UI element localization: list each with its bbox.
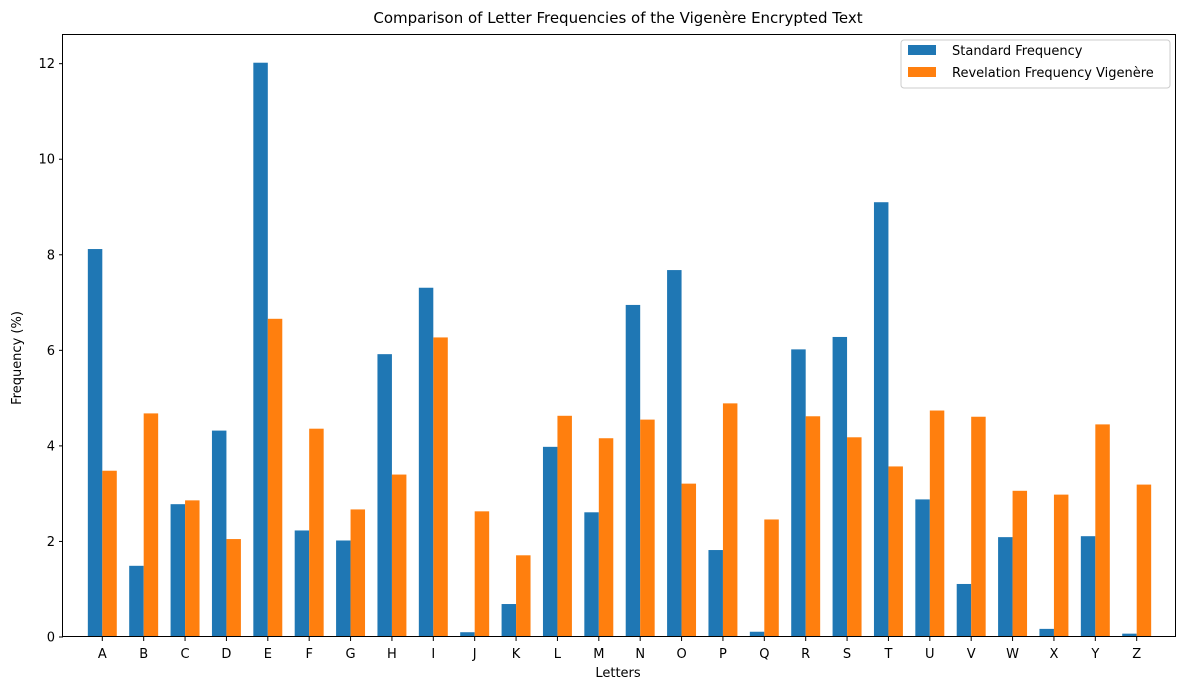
bar-revelation-k: [516, 555, 531, 637]
x-axis-label: Letters: [595, 666, 641, 681]
bar-revelation-d: [226, 539, 241, 637]
x-tick-label: E: [264, 647, 272, 662]
bar-standard-v: [956, 583, 972, 637]
bar-standard-m: [584, 512, 599, 637]
bar-standard-a: [87, 249, 103, 638]
bar-revelation-o: [681, 483, 697, 637]
bar-revelation-b: [143, 413, 159, 637]
x-tick-label: J: [472, 647, 477, 662]
bar-standard-i: [418, 287, 434, 637]
bar-standard-g: [336, 540, 351, 637]
bar-standard-d: [211, 430, 227, 637]
bar-revelation-m: [598, 438, 614, 637]
bar-revelation-p: [722, 403, 738, 637]
bar-revelation-q: [764, 519, 779, 637]
bar-standard-y: [1080, 536, 1096, 637]
legend-swatch: [908, 45, 936, 55]
x-tick-label: D: [221, 647, 231, 662]
y-tick-label: 10: [38, 153, 55, 168]
bar-standard-o: [667, 270, 682, 637]
bar-standard-t: [873, 202, 889, 637]
bar-standard-l: [542, 446, 558, 637]
bar-standard-w: [998, 537, 1013, 637]
bar-revelation-g: [350, 509, 366, 637]
bar-standard-q: [749, 631, 765, 637]
bar-standard-p: [708, 550, 723, 637]
bar-standard-x: [1039, 628, 1054, 637]
x-tick-label: H: [387, 647, 397, 662]
bar-revelation-i: [433, 337, 448, 637]
x-tick-label: G: [346, 647, 356, 662]
bar-revelation-r: [805, 416, 821, 637]
x-ticks-group: A B C D E F G H I J K L M N O P Q R S T U V W X Y Z: [98, 637, 1141, 662]
bar-standard-z: [1122, 633, 1137, 637]
x-tick-label: U: [925, 647, 935, 662]
x-tick-label: F: [305, 647, 312, 662]
bar-revelation-f: [309, 428, 324, 637]
x-tick-label: Q: [759, 647, 769, 662]
x-tick-label: V: [967, 647, 976, 662]
x-tick-label: L: [554, 647, 562, 662]
bar-standard-c: [170, 504, 186, 637]
bar-standard-u: [915, 499, 930, 637]
y-tick-label: 8: [47, 248, 55, 263]
x-tick-label: Z: [1132, 647, 1141, 662]
x-tick-label: B: [139, 647, 148, 662]
bar-revelation-z: [1136, 484, 1152, 637]
y-tick-label: 0: [47, 631, 55, 646]
legend-label: Revelation Frequency Vigenère: [952, 66, 1154, 81]
plot-frame: [62, 34, 1176, 637]
x-tick-label: W: [1006, 647, 1019, 662]
bar-standard-h: [377, 354, 392, 637]
bar-standard-e: [253, 62, 268, 637]
bar-revelation-h: [391, 474, 407, 637]
bar-standard-b: [129, 565, 144, 637]
y-axis-label: Frequency (%): [10, 311, 25, 405]
x-tick-label: X: [1049, 647, 1058, 662]
y-tick-label: 12: [38, 57, 55, 72]
x-tick-label: O: [676, 647, 686, 662]
y-tick-label: 2: [47, 535, 55, 550]
x-tick-label: T: [883, 647, 892, 662]
bar-revelation-u: [929, 410, 945, 637]
x-tick-label: I: [431, 647, 435, 662]
y-tick-label: 6: [47, 344, 55, 359]
bar-revelation-l: [557, 415, 572, 637]
x-tick-label: K: [512, 647, 521, 662]
bar-revelation-v: [971, 416, 986, 637]
bar-revelation-s: [847, 437, 862, 637]
x-tick-label: N: [635, 647, 645, 662]
x-tick-label: P: [719, 647, 727, 662]
bar-standard-r: [791, 349, 806, 637]
bar-revelation-a: [102, 470, 117, 637]
x-tick-label: S: [843, 647, 851, 662]
legend: Standard Frequency Revelation Frequency V…: [900, 39, 1171, 89]
bar-revelation-n: [640, 419, 655, 637]
bar-standard-k: [501, 604, 517, 637]
legend-label: Standard Frequency: [952, 44, 1083, 59]
x-tick-label: Y: [1090, 647, 1099, 662]
bar-standard-n: [625, 304, 641, 637]
x-tick-label: R: [801, 647, 810, 662]
x-tick-label: A: [98, 647, 107, 662]
bar-revelation-j: [474, 511, 490, 637]
bar-revelation-c: [185, 500, 200, 637]
bar-revelation-x: [1053, 494, 1069, 637]
bar-revelation-t: [888, 466, 903, 637]
chart-title: Comparison of Letter Frequencies of the …: [373, 9, 862, 27]
y-tick-label: 4: [47, 439, 55, 454]
legend-box: [900, 39, 1171, 89]
y-ticks-group: 0 2 4 6 8 10 12: [38, 57, 63, 646]
bar-revelation-y: [1095, 424, 1110, 637]
bar-standard-f: [294, 530, 310, 637]
legend-swatch: [908, 67, 936, 77]
x-tick-label: M: [593, 647, 604, 662]
bar-standard-s: [832, 336, 848, 637]
bar-revelation-e: [267, 318, 283, 637]
bar-revelation-w: [1012, 490, 1028, 637]
bars-group: [87, 62, 1152, 638]
bar-standard-j: [460, 632, 475, 637]
x-tick-label: C: [181, 647, 190, 662]
